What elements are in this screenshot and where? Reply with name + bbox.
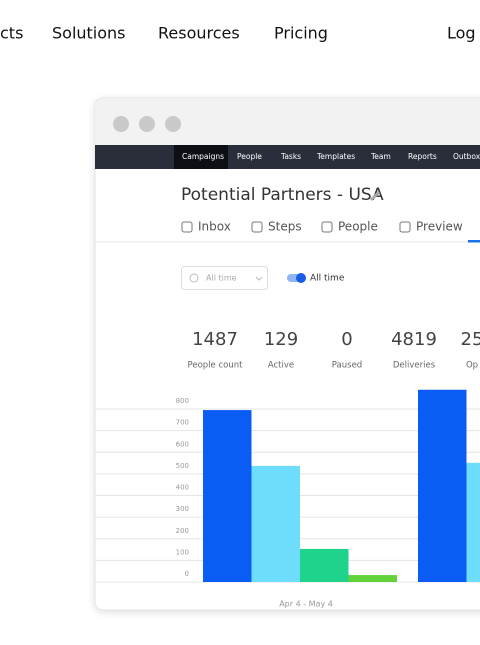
menu-item[interactable]: Team	[370, 152, 391, 161]
active-menu	[174, 145, 228, 169]
tab-icon	[251, 221, 263, 233]
active-tab-indicator	[468, 240, 480, 243]
stat-value: 0	[341, 329, 352, 350]
stat-label: Op	[466, 361, 478, 371]
app-content: Campaigns People Tasks Templates Team Reports…	[95, 98, 480, 609]
stat-value: 129	[264, 329, 298, 350]
chart: 0 100 200 300 400 500 600 700 800	[95, 389, 480, 583]
stat-value: 25	[461, 329, 480, 350]
y-tick-label: 200	[176, 527, 189, 535]
y-tick-label: 0	[185, 570, 189, 578]
y-tick-label: 700	[176, 419, 189, 427]
menu-item[interactable]: Campaigns	[182, 152, 224, 161]
tab-icon	[321, 221, 333, 233]
menu: Campaigns People Tasks Templates Team Reports…	[182, 152, 480, 161]
tabs: Inbox Steps People Preview	[181, 220, 463, 234]
chevron	[255, 276, 263, 281]
y-tick-label: 300	[176, 505, 189, 513]
menu-item[interactable]: Outbox	[453, 152, 480, 161]
bar	[300, 548, 349, 582]
tab-icon	[399, 221, 411, 233]
bar	[466, 462, 480, 582]
window-dot	[165, 116, 181, 132]
nav-link[interactable]: Solutions	[52, 24, 126, 43]
stat-label: Deliveries	[393, 361, 436, 371]
stat-label: Paused	[332, 361, 362, 371]
window-dot	[113, 116, 129, 132]
nav-link[interactable]: Pricing	[274, 24, 328, 43]
tab[interactable]: Steps	[268, 220, 302, 234]
clock-icon	[189, 273, 199, 283]
bar	[418, 389, 467, 582]
y-tick-label: 500	[176, 462, 189, 470]
tab[interactable]: Preview	[416, 220, 463, 234]
toggle-knob	[296, 273, 306, 283]
y-tick-label: 100	[176, 548, 189, 556]
tab[interactable]: People	[338, 220, 378, 234]
y-tick-label: 400	[176, 484, 189, 492]
date-select[interactable]	[181, 266, 268, 290]
stat-value: 1487	[192, 329, 238, 350]
y-tick-label: 800	[176, 397, 189, 405]
nav-link[interactable]: Log	[447, 24, 476, 43]
window-dot	[139, 116, 155, 132]
edit-icon[interactable]	[370, 191, 380, 201]
menu-item[interactable]: Tasks	[280, 152, 301, 161]
bar	[251, 465, 300, 582]
stat-label: Active	[268, 361, 294, 371]
menu-item[interactable]: People	[237, 152, 262, 161]
y-tick-label: 600	[176, 440, 189, 448]
stat-value: 4819	[391, 329, 437, 350]
bar	[203, 410, 252, 582]
menu-item[interactable]: Templates	[316, 152, 355, 161]
date-select-label: All time	[206, 274, 237, 283]
app-menu-bar	[95, 145, 480, 169]
bar	[348, 575, 397, 582]
window-bar	[95, 98, 480, 145]
top-nav: cts Solutions Resources Pricing Log	[0, 24, 476, 43]
toggle-label: All time	[310, 274, 345, 284]
tab-icon	[181, 221, 193, 233]
nav-link[interactable]: Resources	[158, 24, 240, 43]
campaign-title: Potential Partners - USA	[181, 185, 384, 205]
x-axis-label: Apr 4 - May 4	[279, 600, 333, 609]
tab[interactable]: Inbox	[198, 220, 231, 234]
nav-link[interactable]: cts	[0, 24, 23, 43]
stat-label: People count	[188, 361, 244, 371]
stats: 1487 People count 129 Active 0 Paused 4819 Deli…	[188, 329, 480, 371]
menu-item[interactable]: Reports	[408, 152, 437, 161]
